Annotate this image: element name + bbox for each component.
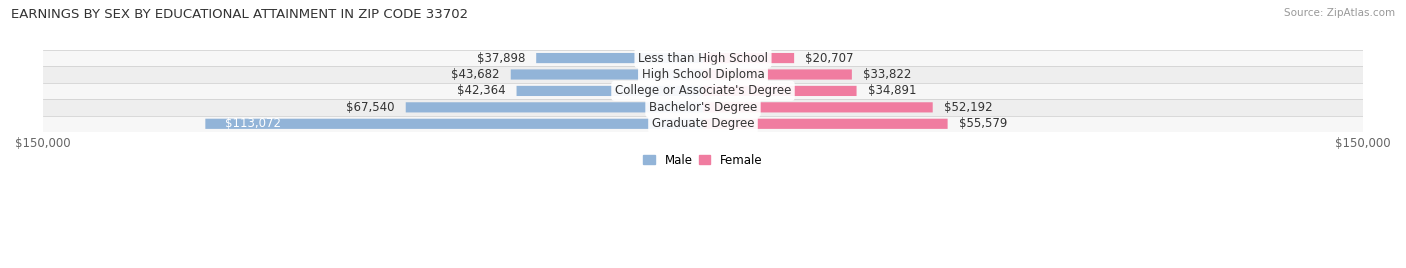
FancyBboxPatch shape — [703, 119, 948, 129]
FancyBboxPatch shape — [703, 86, 856, 96]
FancyBboxPatch shape — [516, 86, 703, 96]
Text: Bachelor's Degree: Bachelor's Degree — [650, 101, 756, 114]
FancyBboxPatch shape — [205, 119, 703, 129]
Bar — [42, 66, 1364, 83]
FancyBboxPatch shape — [536, 53, 703, 63]
Text: College or Associate's Degree: College or Associate's Degree — [614, 84, 792, 98]
Text: $67,540: $67,540 — [346, 101, 395, 114]
Text: EARNINGS BY SEX BY EDUCATIONAL ATTAINMENT IN ZIP CODE 33702: EARNINGS BY SEX BY EDUCATIONAL ATTAINMEN… — [11, 8, 468, 21]
Text: $43,682: $43,682 — [451, 68, 499, 81]
FancyBboxPatch shape — [703, 53, 794, 63]
Text: $52,192: $52,192 — [943, 101, 993, 114]
FancyBboxPatch shape — [703, 102, 932, 113]
Text: $20,707: $20,707 — [806, 51, 853, 65]
Text: Less than High School: Less than High School — [638, 51, 768, 65]
Text: $113,072: $113,072 — [225, 117, 281, 130]
Text: Source: ZipAtlas.com: Source: ZipAtlas.com — [1284, 8, 1395, 18]
Text: $33,822: $33,822 — [863, 68, 911, 81]
FancyBboxPatch shape — [703, 69, 852, 80]
Text: $55,579: $55,579 — [959, 117, 1007, 130]
Bar — [42, 116, 1364, 132]
Text: $37,898: $37,898 — [477, 51, 526, 65]
Bar — [42, 99, 1364, 116]
Bar — [42, 50, 1364, 66]
FancyBboxPatch shape — [510, 69, 703, 80]
Bar — [42, 83, 1364, 99]
Text: $34,891: $34,891 — [868, 84, 917, 98]
Legend: Male, Female: Male, Female — [638, 149, 768, 171]
Text: Graduate Degree: Graduate Degree — [652, 117, 754, 130]
Text: $42,364: $42,364 — [457, 84, 506, 98]
FancyBboxPatch shape — [406, 102, 703, 113]
Text: High School Diploma: High School Diploma — [641, 68, 765, 81]
